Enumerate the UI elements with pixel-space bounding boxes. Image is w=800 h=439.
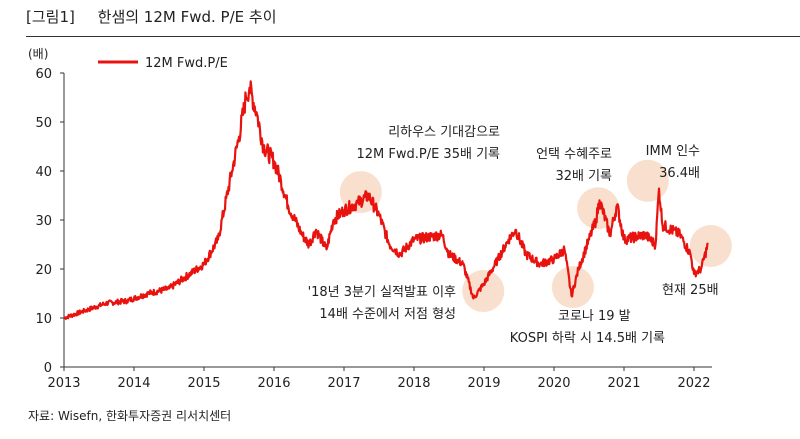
y-axis-unit: (배) <box>28 47 48 61</box>
annotation-text: IMM 인수 <box>646 144 700 159</box>
x-tick-label: 2017 <box>327 376 360 391</box>
pe-series-line <box>63 80 709 320</box>
annotation-text: 리하우스 기대감으로 <box>388 125 500 140</box>
x-tick-label: 2018 <box>397 376 430 391</box>
x-tick-label: 2020 <box>537 376 570 391</box>
x-tick-label: 2013 <box>47 376 80 391</box>
legend-label: 12M Fwd.P/E <box>145 56 228 71</box>
annotation-text: '18년 3분기 실적발표 이후 <box>308 285 456 300</box>
x-tick-label: 2014 <box>117 376 150 391</box>
annotation-text: 36.4배 <box>659 166 700 181</box>
annotation-text: 현재 25배 <box>662 283 719 298</box>
annotation-text: KOSPI 하락 시 14.5배 기록 <box>510 331 665 346</box>
y-tick-label: 30 <box>35 214 52 229</box>
header-rule <box>26 36 800 37</box>
x-tick-label: 2021 <box>607 376 640 391</box>
y-tick-label: 50 <box>35 116 52 131</box>
highlight-circle <box>462 270 505 313</box>
y-tick-label: 60 <box>35 67 52 82</box>
annotation-text: 언택 수혜주로 <box>536 147 612 162</box>
source-note: 자료: Wisefn, 한화투자증권 리서치센터 <box>28 409 232 423</box>
annotation-text: 32배 기록 <box>555 169 612 184</box>
annotation-text: 14배 수준에서 저점 형성 <box>319 307 456 322</box>
figure-label: [그림1] <box>26 8 75 26</box>
y-tick-label: 20 <box>35 263 52 278</box>
figure-header: [그림1] 한샘의 12M Fwd. P/E 추이 <box>26 6 277 27</box>
highlight-circle <box>689 224 732 267</box>
y-tick-label: 10 <box>35 312 52 327</box>
x-tick-label: 2016 <box>257 376 290 391</box>
annotation-text: 코로나 19 발 <box>558 309 631 324</box>
y-tick-label: 0 <box>44 361 52 376</box>
legend: 12M Fwd.P/E <box>98 56 228 71</box>
x-tick-label: 2019 <box>467 376 500 391</box>
annotation-text: 12M Fwd.P/E 35배 기록 <box>356 147 500 162</box>
x-tick-label: 2015 <box>187 376 220 391</box>
y-tick-label: 40 <box>35 165 52 180</box>
figure-title: 한샘의 12M Fwd. P/E 추이 <box>97 8 277 26</box>
x-tick-label: 2022 <box>677 376 710 391</box>
